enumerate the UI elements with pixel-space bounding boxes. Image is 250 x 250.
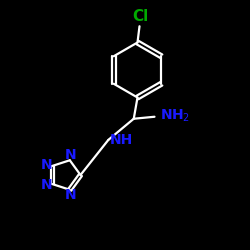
Text: N: N <box>41 158 53 172</box>
Text: NH: NH <box>110 133 133 147</box>
Text: N: N <box>41 178 53 192</box>
Text: NH$_2$: NH$_2$ <box>160 108 190 124</box>
Text: N: N <box>65 188 77 202</box>
Text: N: N <box>65 148 76 162</box>
Text: Cl: Cl <box>132 10 148 24</box>
